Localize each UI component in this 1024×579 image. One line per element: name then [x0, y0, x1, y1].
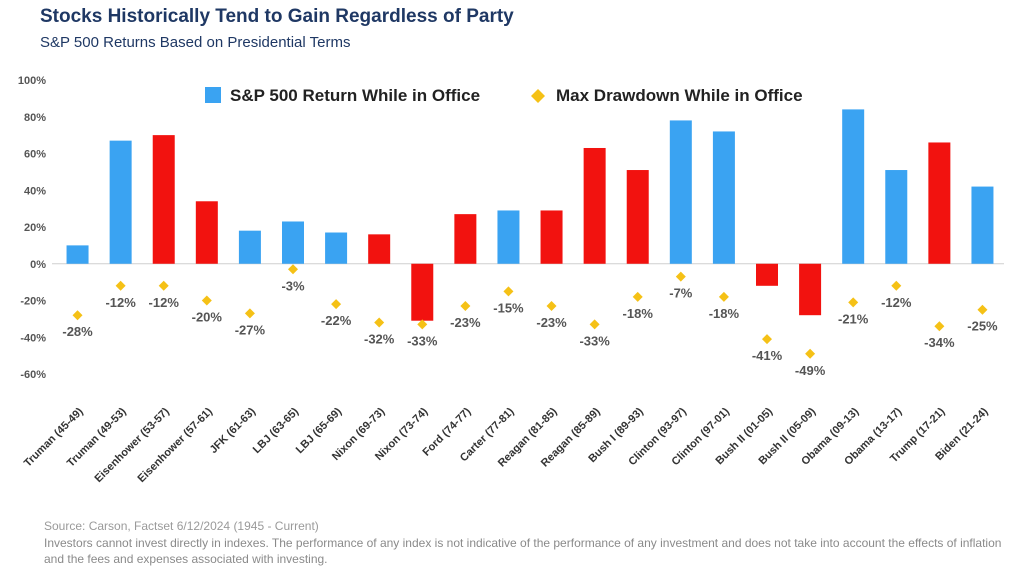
drawdown-label-5: -27% [235, 322, 266, 337]
legend-label-return: S&P 500 Return While in Office [230, 86, 480, 105]
drawdown-marker-17 [762, 334, 772, 345]
drawdown-marker-20 [891, 280, 902, 291]
drawdown-marker-22 [977, 304, 988, 315]
bar-16 [712, 131, 735, 264]
bar-18 [799, 263, 822, 316]
y-tick-label: 20% [24, 222, 46, 234]
disclaimer-note: Investors cannot invest directly in inde… [44, 536, 1002, 566]
drawdown-label-4: -20% [192, 310, 223, 325]
drawdown-label-15: -7% [669, 286, 693, 301]
drawdown-marker-11 [503, 286, 514, 297]
bar-10 [454, 214, 477, 264]
y-tick-label: 40% [24, 185, 46, 197]
bar-19 [842, 109, 865, 264]
bar-8 [368, 234, 391, 264]
drawdown-marker-1 [72, 310, 83, 321]
bar-9 [411, 263, 434, 321]
drawdown-series: -28%-12% -12%-20%-27%-3%-22%-32% -33%-23%-… [62, 264, 998, 378]
drawdown-marker-5 [244, 308, 255, 319]
y-tick-label: 0% [30, 259, 46, 271]
drawdown-label-19: -21% [838, 311, 869, 326]
bar-3 [152, 135, 175, 264]
bar-1 [66, 245, 89, 264]
y-tick-label: -60% [20, 369, 46, 381]
bar-20 [885, 170, 908, 264]
bar-22 [971, 186, 994, 264]
bar-4 [195, 201, 218, 264]
drawdown-label-16: -18% [709, 306, 740, 321]
drawdown-marker-4 [201, 295, 212, 306]
bar-12 [540, 210, 563, 264]
chart-subtitle: S&P 500 Returns Based on Presidential Te… [40, 34, 351, 51]
drawdown-label-3: -12% [149, 295, 180, 310]
y-axis: 100% 80% 60% 40% 20% 0% -20% -40% -60% [18, 75, 46, 381]
drawdown-marker-19 [848, 297, 859, 308]
y-tick-label: 80% [24, 112, 46, 124]
drawdown-label-14: -18% [623, 306, 654, 321]
source-note: Source: Carson, Factset 6/12/2024 (1945 … [44, 519, 319, 533]
drawdown-marker-14 [632, 291, 643, 302]
drawdown-label-21: -34% [924, 335, 955, 350]
drawdown-marker-21 [934, 321, 945, 332]
chart-title: Stocks Historically Tend to Gain Regardl… [40, 6, 514, 27]
bar-5 [238, 230, 261, 264]
drawdown-label-8: -32% [364, 332, 395, 347]
drawdown-label-1: -28% [62, 324, 93, 339]
drawdown-marker-12 [546, 301, 557, 312]
drawdown-label-22: -25% [967, 319, 998, 334]
drawdown-marker-6 [288, 264, 298, 275]
legend: S&P 500 Return While in Office Max Drawd… [205, 86, 803, 105]
drawdown-label-6: -3% [281, 278, 305, 293]
bar-7 [325, 232, 348, 264]
drawdown-label-2: -12% [105, 295, 136, 310]
drawdown-label-13: -33% [579, 333, 610, 348]
legend-swatch-drawdown [531, 89, 545, 103]
bar-17 [756, 263, 778, 286]
drawdown-marker-7 [331, 299, 342, 310]
drawdown-label-11: -15% [493, 300, 524, 315]
drawdown-label-17: -41% [752, 348, 783, 363]
y-tick-label: 100% [18, 75, 46, 87]
y-tick-label: 60% [24, 149, 46, 161]
bar-6 [282, 221, 304, 264]
drawdown-marker-2 [115, 280, 126, 291]
drawdown-marker-8 [374, 317, 385, 328]
drawdown-marker-13 [589, 319, 600, 330]
drawdown-label-20: -12% [881, 295, 912, 310]
drawdown-label-10: -23% [450, 315, 481, 330]
drawdown-marker-18 [805, 348, 816, 359]
drawdown-marker-10 [460, 301, 471, 312]
x-axis: Truman (45-49)Truman (49-53)Eisenhower (… [22, 405, 991, 485]
bar-series [66, 109, 994, 321]
bar-11 [497, 210, 520, 264]
drawdown-marker-3 [158, 280, 169, 291]
drawdown-label-9: -33% [407, 333, 438, 348]
drawdown-label-18: -49% [795, 363, 826, 378]
bar-14 [626, 170, 649, 264]
bar-2 [109, 140, 132, 264]
legend-label-drawdown: Max Drawdown While in Office [556, 86, 803, 105]
bar-21 [928, 142, 951, 264]
bar-13 [583, 147, 606, 264]
legend-swatch-return [205, 87, 221, 103]
x-tick-label: Eisenhower (53-57) [92, 405, 172, 485]
drawdown-label-7: -22% [321, 313, 352, 328]
drawdown-marker-9 [417, 319, 428, 330]
drawdown-marker-16 [718, 291, 729, 302]
y-tick-label: -40% [20, 332, 46, 344]
bar-15 [669, 120, 692, 264]
chart-canvas: 100%80%60%40%20%0%-20%-40%-60% -28%-12% -… [18, 75, 1004, 485]
drawdown-marker-15 [675, 271, 686, 282]
x-tick-label: Eisenhower (57-61) [136, 405, 216, 485]
y-tick-label: -20% [20, 296, 46, 308]
drawdown-label-12: -23% [536, 315, 567, 330]
